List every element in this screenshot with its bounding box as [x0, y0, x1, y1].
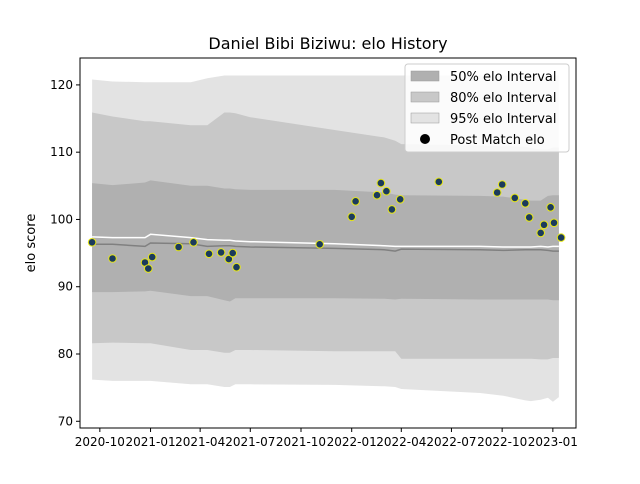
post-match-point-5	[175, 243, 183, 251]
post-match-point-26	[537, 229, 545, 237]
post-match-point-29	[550, 219, 558, 227]
post-match-point-11	[233, 263, 241, 271]
legend-label-0: 50% elo Interval	[450, 70, 557, 85]
x-tick-label-6: 2022-04	[376, 435, 426, 449]
post-match-point-4	[148, 253, 156, 261]
post-match-point-12	[316, 241, 324, 249]
x-tick-label-9: 2023-01	[528, 435, 578, 449]
post-match-point-10	[229, 249, 237, 257]
y-tick-label-0: 70	[58, 414, 73, 428]
legend-swatch-1	[411, 92, 439, 102]
post-match-point-3	[145, 265, 153, 273]
y-axis-label: elo score	[24, 214, 39, 273]
post-match-point-21	[493, 189, 501, 197]
post-match-point-27	[540, 221, 548, 229]
x-tick-label-5: 2022-01	[327, 435, 377, 449]
y-tick-label-2: 90	[58, 280, 73, 294]
post-match-point-0	[88, 239, 96, 247]
legend-marker-3	[420, 134, 430, 144]
legend-label-3: Post Match elo	[450, 133, 545, 148]
x-tick-label-4: 2021-10	[276, 435, 326, 449]
x-tick-label-2: 2021-04	[175, 435, 225, 449]
post-match-point-19	[396, 196, 404, 204]
x-tick-label-8: 2022-10	[477, 435, 527, 449]
legend-label-1: 80% elo Interval	[450, 91, 557, 106]
legend-label-2: 95% elo Interval	[450, 112, 557, 127]
legend-swatch-2	[411, 113, 439, 123]
post-match-point-25	[525, 214, 533, 222]
post-match-point-30	[557, 234, 565, 242]
x-tick-label-3: 2021-07	[225, 435, 275, 449]
post-match-point-18	[388, 206, 396, 214]
x-tick-label-0: 2020-10	[75, 435, 125, 449]
y-tick-label-1: 80	[58, 347, 73, 361]
post-match-point-16	[377, 179, 385, 187]
legend-swatch-0	[411, 71, 439, 81]
post-match-point-1	[109, 255, 117, 263]
post-match-point-6	[190, 239, 198, 247]
y-tick-label-4: 110	[50, 145, 73, 159]
x-tick-label-1: 2021-01	[125, 435, 175, 449]
y-tick-label-5: 120	[50, 78, 73, 92]
post-match-point-28	[547, 204, 555, 212]
post-match-point-7	[205, 250, 213, 258]
band-50	[92, 180, 559, 301]
post-match-point-20	[435, 178, 443, 186]
post-match-point-24	[522, 200, 530, 208]
post-match-point-22	[498, 181, 506, 189]
legend: 50% elo Interval 80% elo Interval 95% elo …	[405, 64, 569, 152]
post-match-point-15	[373, 191, 381, 199]
y-tick-label-3: 100	[50, 212, 73, 226]
post-match-point-13	[348, 213, 356, 221]
x-tick-label-7: 2022-07	[426, 435, 476, 449]
y-axis: 70 80 90 100 110 120	[50, 78, 80, 428]
post-match-point-8	[217, 249, 225, 257]
post-match-point-17	[383, 187, 391, 195]
x-axis: 2020-10 2021-01 2021-04 2021-07 2021-10 2022-…	[75, 428, 578, 449]
post-match-point-14	[352, 198, 360, 206]
post-match-point-23	[511, 194, 519, 202]
chart-title: Daniel Bibi Biziwu: elo History	[208, 34, 447, 53]
